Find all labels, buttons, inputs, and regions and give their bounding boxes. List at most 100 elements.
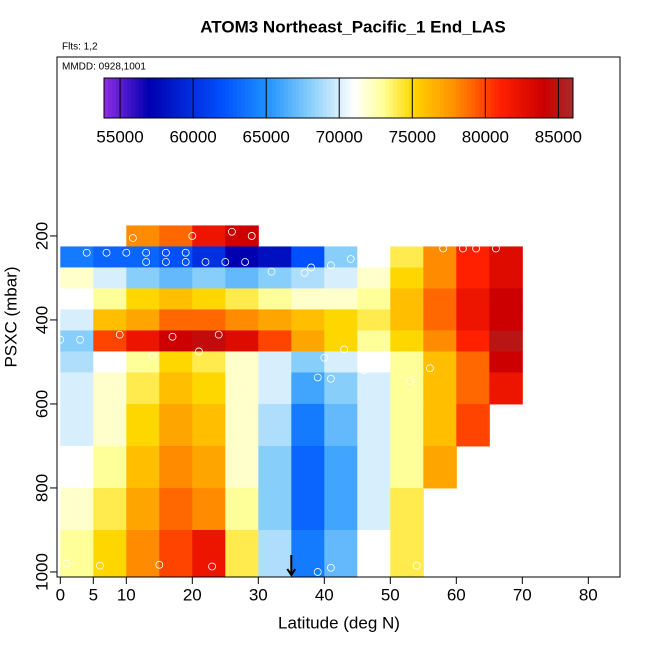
sample-point	[346, 255, 355, 263]
colorbar-segment	[225, 78, 230, 118]
colorbar-segment	[330, 78, 336, 118]
colorbar-segment	[510, 78, 515, 118]
sample-point	[162, 248, 170, 257]
colorbar-segment	[533, 78, 539, 118]
colorbar-segment	[385, 78, 390, 118]
heat-cell	[456, 267, 490, 289]
heat-cell	[192, 529, 226, 578]
colorbar-segment	[545, 78, 551, 118]
x-tick-label: 10	[117, 585, 136, 604]
heat-cell	[423, 288, 457, 310]
heat-cell	[390, 403, 424, 447]
sample-point	[307, 263, 316, 272]
x-tick-label: 30	[249, 585, 268, 604]
heat-cell	[60, 487, 94, 531]
y-tick-label: 400	[32, 306, 51, 334]
colorbar-segment	[553, 78, 558, 118]
colorbar-segment	[561, 78, 566, 118]
heat-cell	[192, 246, 226, 268]
colorbar-segment	[166, 78, 171, 118]
colorbar-segment	[193, 78, 199, 118]
heat-cell	[60, 445, 94, 489]
heat-cell	[258, 288, 292, 310]
colorbar-frame	[103, 77, 574, 119]
sample-point	[188, 232, 197, 240]
heat-cell	[423, 309, 457, 331]
colorbar-segment	[361, 78, 367, 118]
heat-cell	[291, 487, 325, 531]
colorbar-segment	[444, 78, 449, 118]
heat-cell	[456, 403, 490, 447]
colorbar-segment	[514, 78, 519, 118]
colorbar-segment	[455, 78, 461, 118]
plot-frame	[56, 56, 621, 578]
heat-cell	[225, 372, 259, 405]
colorbar-tick-label: 85000	[535, 127, 582, 146]
colorbar-segment	[275, 78, 281, 118]
sample-point	[327, 563, 335, 572]
colorbar-segment	[451, 78, 457, 118]
colorbar-segment	[135, 78, 140, 118]
colorbar-segment	[377, 78, 382, 118]
colorbar-segment	[365, 78, 371, 118]
colorbar-segment	[373, 78, 379, 118]
colorbar-segment	[256, 78, 261, 118]
y-tick-label: 800	[32, 474, 51, 502]
heat-cell	[489, 309, 523, 331]
heat-cell	[225, 267, 259, 289]
heat-cell	[225, 487, 259, 531]
colorbar-segment	[416, 78, 422, 118]
colorbar-segment	[315, 78, 320, 118]
heat-cell	[456, 372, 490, 405]
heat-cell	[390, 372, 424, 405]
heat-cell	[60, 529, 94, 578]
heat-cell	[93, 403, 127, 447]
colorbar-segment	[217, 78, 222, 118]
heat-cell	[93, 487, 127, 531]
sample-point	[214, 330, 223, 339]
sample-point	[300, 268, 309, 277]
colorbar-segment	[502, 78, 508, 118]
heat-cell	[489, 288, 523, 310]
colorbar-segment	[393, 78, 398, 118]
sample-point	[426, 364, 434, 373]
sample-point	[201, 258, 210, 266]
sample-point	[340, 345, 349, 354]
colorbar-segment	[279, 78, 285, 118]
heat-cell	[126, 330, 160, 352]
colorbar-segment	[119, 78, 125, 118]
heat-cell	[489, 330, 523, 352]
heat-cell	[456, 288, 490, 310]
sample-point	[360, 366, 368, 375]
heat-cell	[60, 372, 94, 405]
annotation: MMDD: 0928,1001	[62, 62, 146, 73]
x-tick-label: 60	[447, 585, 466, 604]
colorbar-segment	[506, 78, 511, 118]
sample-point	[63, 559, 71, 568]
colorbar-segment	[232, 78, 238, 118]
heat-cell	[126, 309, 160, 331]
colorbar-tick-label: 65000	[243, 127, 290, 146]
colorbar-segment	[498, 78, 504, 118]
colorbar-segment	[401, 78, 406, 118]
heat-cell	[192, 445, 226, 489]
colorbar-segment	[494, 78, 500, 118]
heat-cell	[357, 309, 391, 331]
colorbar-segment	[318, 78, 324, 118]
y-tick-label: 200	[32, 222, 51, 250]
colorbar-segment	[424, 78, 429, 118]
heat-cell	[291, 403, 325, 447]
sample-point	[181, 258, 190, 266]
heat-cell	[390, 529, 424, 578]
colorbar-segment	[541, 78, 547, 118]
colorbar-segment	[530, 78, 535, 118]
colorbar-segment	[260, 78, 265, 118]
colorbar-segment	[537, 78, 543, 118]
heat-cell	[258, 267, 292, 289]
heat-cell	[126, 351, 160, 373]
colorbar-segment	[518, 78, 523, 118]
x-tick-label: 0	[56, 585, 65, 604]
colorbar-segment	[150, 78, 156, 118]
colorbar-segment	[420, 78, 425, 118]
